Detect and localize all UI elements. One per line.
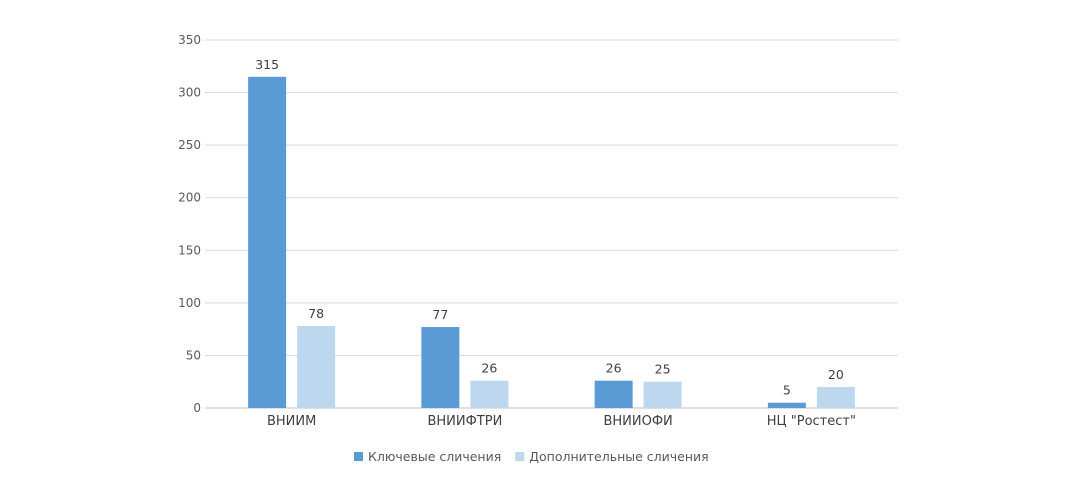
y-tick-label: 100: [178, 296, 201, 310]
legend: Ключевые сличения Дополнительные сличения: [354, 449, 709, 464]
x-category-label: ВНИИФТРИ: [427, 414, 502, 429]
legend-swatch: [515, 452, 525, 461]
data-labels: 315 78 77 26 26 25 5 20: [255, 57, 844, 398]
data-label: 25: [655, 362, 671, 377]
x-axis: ВНИИМ ВНИИФТРИ ВНИИОФИ НЦ "Ростест": [267, 414, 856, 429]
bar-additional: [297, 325, 336, 408]
data-label: 26: [606, 361, 622, 376]
data-label: 78: [308, 306, 324, 321]
x-category-label: ВНИИМ: [267, 414, 316, 429]
legend-label: Дополнительные сличения: [529, 449, 708, 464]
y-tick-label: 300: [178, 86, 201, 100]
bar-additional: [643, 381, 682, 408]
data-label: 26: [481, 361, 497, 376]
data-label: 5: [783, 383, 791, 398]
data-label: 77: [432, 307, 448, 322]
bars: [248, 76, 855, 409]
y-tick-label: 200: [178, 191, 201, 205]
bar-key: [248, 76, 287, 409]
y-tick-label: 0: [193, 401, 201, 415]
y-tick-label: 250: [178, 138, 201, 152]
bar-additional: [470, 380, 509, 408]
x-category-label: ВНИИОФИ: [603, 414, 672, 429]
bar-key: [767, 402, 806, 408]
data-label: 20: [828, 367, 844, 382]
bar-key: [421, 327, 460, 408]
legend-label: Ключевые сличения: [368, 449, 501, 464]
y-tick-label: 50: [186, 348, 201, 362]
bar-additional: [816, 386, 855, 408]
legend-swatch: [354, 452, 363, 461]
y-axis: 0 50 100 150 200 250 300 350: [178, 33, 201, 415]
x-category-label: НЦ "Ростест": [767, 414, 856, 429]
y-tick-label: 350: [178, 33, 201, 47]
data-label: 315: [255, 57, 279, 72]
y-tick-label: 150: [178, 243, 201, 257]
bar-key: [594, 380, 633, 408]
